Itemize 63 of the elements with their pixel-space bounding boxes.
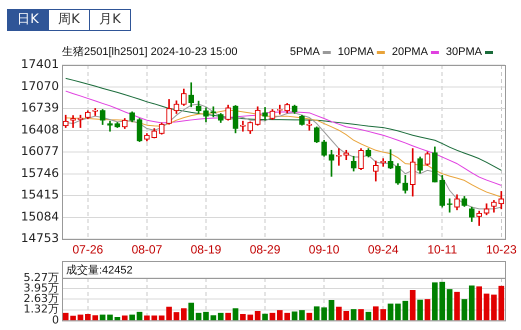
x-tick-label: 10-23 (486, 242, 517, 257)
bar (358, 309, 364, 320)
x-tick-label: 10-11 (427, 242, 458, 257)
bar (225, 312, 231, 320)
bar (122, 315, 128, 320)
bar (92, 315, 98, 320)
bar (417, 300, 423, 320)
y-tick-label: 17401 (20, 57, 59, 72)
y-tick-label: 15084 (20, 209, 59, 224)
y-tick-label: 16408 (20, 122, 59, 136)
bar (446, 289, 452, 320)
y-tick-label: 3.95万 (24, 281, 59, 294)
bar (424, 299, 430, 320)
bar (366, 312, 372, 320)
y-tick-label: 15415 (20, 188, 59, 202)
chart-title: 生猪2501[lh2501] 2024-10-23 15:00 (62, 45, 238, 58)
text: 日K (8, 10, 48, 30)
text: 周K (48, 10, 89, 30)
y-tick-label: 0 (52, 313, 59, 326)
bar (262, 314, 268, 320)
bar (240, 314, 246, 320)
legend-label: 10PMA (338, 46, 375, 58)
x-tick-label: 09-10 (308, 242, 340, 257)
y-tick-label: 16739 (20, 100, 59, 115)
legend-label: 30PMA (446, 46, 483, 58)
bar (151, 315, 158, 320)
y-tick-label: 17070 (20, 78, 59, 93)
y-tick-label: 15746 (20, 166, 59, 180)
x-tick-label: 08-07 (132, 242, 163, 257)
bar (188, 302, 194, 320)
bar (284, 312, 290, 320)
x-tick-label: 08-29 (250, 242, 281, 257)
bar (454, 292, 460, 320)
y-tick-label: 1.32万 (24, 302, 59, 316)
bar (350, 309, 356, 320)
bar (336, 306, 342, 320)
y-tick-label: 2.63万 (24, 292, 59, 306)
bar (247, 314, 254, 320)
bar (343, 310, 350, 320)
bar (462, 299, 468, 320)
x-tick-label: 08-19 (190, 242, 222, 257)
bar (254, 310, 260, 320)
bar (432, 282, 438, 320)
bar (218, 312, 224, 320)
legend-label: 5PMA (290, 46, 320, 58)
bar (232, 308, 238, 320)
bar (144, 315, 150, 320)
bar (468, 285, 475, 320)
chart-title: 成交量:42452 (66, 264, 133, 277)
bar (314, 306, 320, 320)
text: 月K (89, 10, 130, 30)
bar (439, 282, 446, 320)
bar (380, 309, 386, 320)
x-tick-label: 07-26 (72, 242, 104, 257)
candlestick (328, 150, 334, 177)
legend-label: 20PMA (392, 46, 429, 58)
bar (410, 290, 416, 320)
bar (306, 312, 312, 320)
bar (372, 306, 379, 320)
y-tick-label: 5.27万 (24, 270, 59, 284)
x-tick-label: 09-24 (368, 242, 399, 257)
y-tick-label: 14753 (20, 231, 59, 246)
y-tick-label: 16077 (20, 144, 59, 158)
